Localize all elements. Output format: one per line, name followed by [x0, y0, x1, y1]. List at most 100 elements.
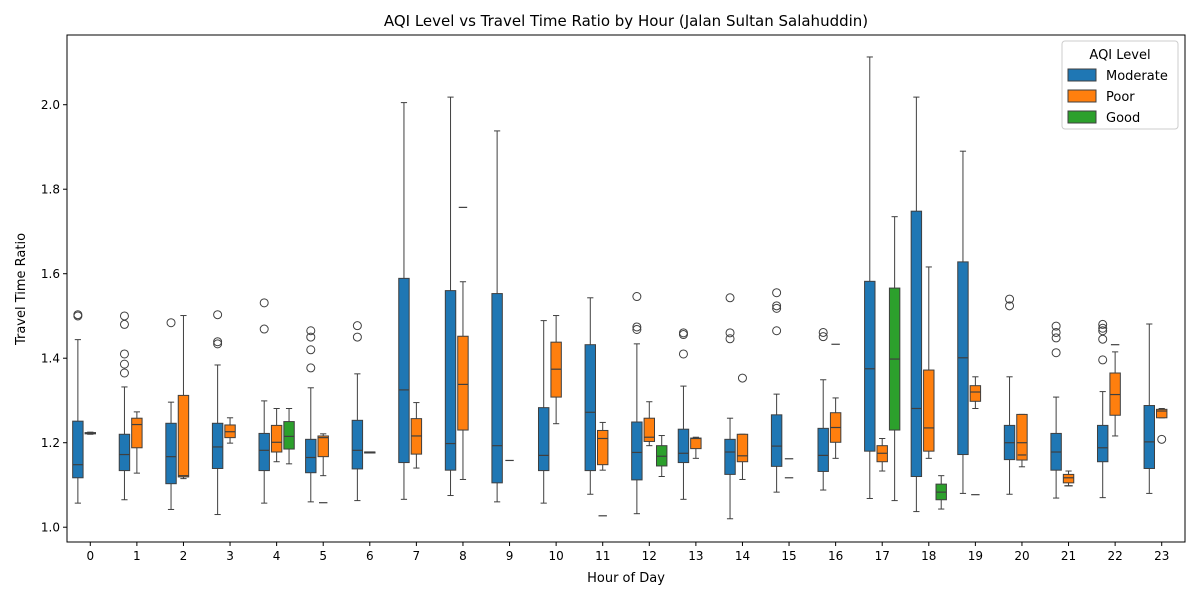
outlier-point	[306, 326, 316, 336]
outlier-point	[772, 326, 782, 336]
x-tick-label: 7	[413, 549, 421, 563]
box-poor-hour-13	[690, 436, 702, 459]
box-poor-hour-3	[224, 417, 236, 444]
box-poor-hour-17	[876, 437, 888, 472]
box-body	[165, 422, 177, 485]
box-body	[131, 417, 143, 449]
box-body	[537, 407, 550, 472]
box-body	[258, 432, 270, 472]
outlier-point	[1098, 323, 1108, 333]
box-body	[305, 438, 317, 474]
legend: AQI Level Moderate Poor Good	[1061, 40, 1179, 130]
box-moderate-hour-10	[537, 320, 550, 504]
outlier-point	[772, 288, 782, 298]
legend-label-moderate: Moderate	[1106, 69, 1168, 84]
box-body	[317, 435, 329, 458]
legend-label-good: Good	[1106, 111, 1140, 126]
box-body	[724, 438, 736, 475]
x-tick-label: 15	[781, 549, 796, 563]
box-poor-hour-18	[923, 266, 935, 459]
outlier-point	[352, 321, 362, 331]
x-tick-label: 2	[180, 549, 188, 563]
box-moderate-hour-14	[724, 293, 736, 520]
box-good-hour-4	[283, 407, 295, 465]
legend-title: AQI Level	[1089, 48, 1150, 63]
outlier-point	[1005, 294, 1015, 304]
x-tick-label: 20	[1014, 549, 1029, 563]
outlier-point	[166, 318, 176, 328]
box-poor-hour-12	[643, 401, 656, 447]
box-moderate-hour-20	[1003, 294, 1016, 495]
legend-items: Moderate Poor Good	[1067, 68, 1168, 126]
x-tick-label: 1	[133, 549, 141, 563]
legend-box	[1061, 40, 1179, 130]
outlier-point	[259, 298, 269, 308]
box-body	[1016, 413, 1028, 461]
box-body	[1143, 405, 1155, 469]
box-body	[351, 419, 364, 470]
box-body	[177, 394, 190, 478]
box-body	[72, 420, 84, 479]
axes: 1.01.21.41.61.82.00 1 2 3 4 5 6 7 8 9 10 11 12 13 14 15…	[41, 98, 1169, 563]
outlier-point	[725, 334, 735, 344]
box-poor-hour-4	[270, 407, 283, 463]
plot-frame	[66, 34, 1186, 543]
outlier-point	[1051, 327, 1061, 337]
outlier-point	[119, 349, 129, 359]
box-body	[677, 428, 690, 464]
legend-swatch-poor	[1067, 89, 1097, 103]
x-tick-label: 0	[86, 549, 94, 563]
outlier-point	[1098, 355, 1108, 365]
x-tick-label: 8	[459, 549, 467, 563]
box-moderate-hour-13	[677, 328, 690, 500]
outlier-point	[678, 328, 688, 338]
box-poor-hour-7	[410, 402, 423, 469]
box-body	[1096, 424, 1109, 463]
box-poor-hour-16	[829, 397, 842, 459]
x-tick-label: 17	[875, 549, 890, 563]
x-tick-label: 18	[921, 549, 936, 563]
box-body	[643, 417, 656, 442]
outlier-point	[725, 328, 735, 338]
box-body	[270, 424, 283, 453]
outlier-point	[213, 310, 223, 320]
y-tick-label: 2.0	[41, 98, 60, 112]
x-tick-label: 16	[828, 549, 843, 563]
x-tick-label: 9	[506, 549, 514, 563]
box-moderate-hour-8	[444, 96, 457, 497]
box-body	[969, 385, 982, 402]
box-body	[770, 414, 783, 467]
box-poor-hour-14	[736, 373, 749, 480]
x-tick-label: 5	[319, 549, 327, 563]
box-poor-hour-6	[364, 451, 376, 454]
box-moderate-hour-2	[165, 318, 177, 510]
outlier-point	[1005, 301, 1015, 311]
outlier-point	[213, 339, 223, 349]
outlier-point	[1051, 333, 1061, 343]
x-tick-label: 22	[1107, 549, 1122, 563]
x-axis-label: Hour of Day	[587, 571, 665, 586]
y-tick-label: 1.8	[41, 183, 60, 197]
legend-label-poor: Poor	[1106, 90, 1135, 105]
x-tick-label: 12	[642, 549, 657, 563]
box-body	[211, 422, 224, 469]
box-poor-hour-23	[1155, 407, 1168, 444]
box-moderate-hour-17	[864, 56, 876, 499]
box-poor-hour-20	[1016, 413, 1028, 468]
outlier-point	[1051, 348, 1061, 358]
box-moderate-hour-1	[118, 311, 131, 501]
x-tick-label: 6	[366, 549, 374, 563]
y-axis-label: Travel Time Ratio	[14, 233, 29, 346]
box-moderate-hour-18	[910, 96, 923, 513]
x-tick-label: 21	[1061, 549, 1076, 563]
box-body	[923, 369, 935, 452]
box-poor-hour-8	[457, 281, 469, 480]
outlier-point	[119, 359, 129, 369]
box-body	[736, 433, 749, 463]
outlier-point	[818, 332, 828, 342]
box-body	[631, 421, 643, 481]
box-body	[1155, 408, 1168, 419]
x-tick-label: 11	[595, 549, 610, 563]
box-poor-hour-2	[177, 315, 190, 480]
